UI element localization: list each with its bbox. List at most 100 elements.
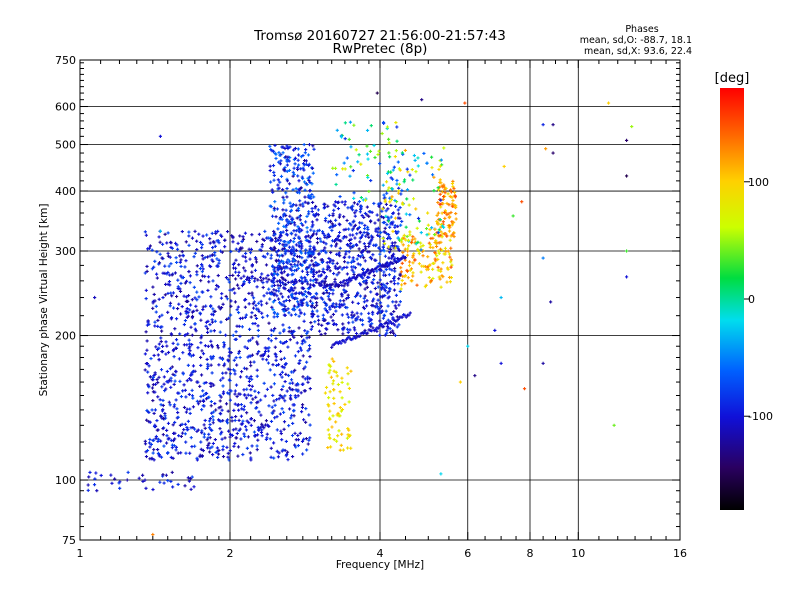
data-point — [170, 365, 174, 369]
data-point — [185, 307, 189, 311]
data-point — [263, 255, 267, 259]
data-point — [211, 453, 215, 457]
data-point — [281, 145, 285, 149]
data-point — [169, 291, 173, 295]
data-point — [308, 285, 312, 290]
data-point — [137, 476, 141, 480]
trace-point — [231, 273, 235, 278]
data-point — [378, 161, 382, 166]
data-point — [430, 166, 434, 170]
data-point — [193, 322, 197, 326]
data-point — [185, 379, 189, 383]
data-point — [322, 240, 326, 244]
data-point — [161, 403, 165, 408]
data-point — [157, 358, 161, 362]
data-point — [143, 478, 147, 482]
data-point — [144, 330, 148, 334]
data-point — [328, 298, 332, 302]
data-point — [242, 432, 246, 436]
data-point — [157, 454, 161, 458]
data-point — [278, 412, 283, 416]
data-point — [176, 285, 180, 289]
data-point — [331, 288, 335, 292]
data-point — [143, 368, 147, 372]
data-point — [313, 256, 317, 260]
data-point — [150, 248, 154, 252]
data-point — [192, 255, 196, 259]
data-point — [340, 380, 344, 385]
data-point — [201, 448, 205, 453]
data-point — [147, 322, 151, 326]
data-point — [199, 341, 203, 345]
data-point — [315, 241, 320, 245]
data-point — [330, 228, 334, 233]
data-point — [195, 308, 199, 312]
data-point — [285, 389, 289, 393]
data-point — [300, 403, 305, 407]
data-point — [251, 336, 255, 340]
data-point — [190, 342, 194, 347]
data-point — [148, 420, 152, 424]
data-point — [260, 245, 264, 249]
data-point — [384, 214, 388, 218]
data-point — [157, 375, 161, 379]
data-point — [299, 251, 303, 255]
trace-point — [382, 325, 386, 329]
data-point — [338, 246, 342, 250]
trace-point — [333, 284, 338, 288]
data-point — [321, 231, 325, 235]
data-point — [228, 432, 233, 437]
data-point — [191, 396, 195, 400]
sparse-point — [624, 138, 629, 142]
data-point — [293, 368, 297, 372]
data-point — [277, 186, 281, 190]
data-point — [289, 329, 293, 333]
chart-title: Tromsø 20160727 21:56:00-21:57:43 — [253, 28, 506, 44]
data-point — [306, 303, 310, 308]
trace-point — [400, 315, 404, 319]
data-point — [311, 171, 315, 175]
data-point — [251, 302, 255, 306]
data-point — [348, 120, 353, 124]
data-point — [190, 298, 194, 302]
data-point — [367, 316, 371, 320]
data-point — [339, 443, 343, 447]
data-point — [256, 334, 260, 338]
data-point — [246, 393, 250, 397]
data-point — [238, 427, 242, 431]
data-point — [327, 292, 332, 296]
data-point — [377, 246, 381, 250]
data-point — [157, 235, 161, 239]
data-point — [361, 323, 365, 327]
data-point — [159, 403, 163, 407]
data-point — [340, 432, 344, 436]
data-point — [333, 264, 337, 268]
data-point — [256, 438, 260, 442]
data-point — [332, 369, 336, 373]
data-point — [280, 247, 284, 251]
data-point — [266, 349, 271, 353]
data-point — [372, 277, 376, 282]
data-point — [307, 178, 311, 183]
data-point — [296, 260, 300, 264]
data-point — [272, 441, 276, 445]
data-point — [406, 170, 410, 174]
data-point — [229, 249, 233, 254]
data-point — [389, 215, 393, 219]
data-point — [180, 276, 184, 280]
data-point — [140, 473, 145, 477]
data-point — [183, 388, 187, 392]
data-point — [306, 330, 310, 334]
data-point — [239, 370, 244, 374]
data-point — [301, 166, 305, 170]
data-point — [213, 250, 217, 255]
data-point — [193, 444, 197, 448]
data-point — [291, 381, 295, 385]
data-point — [273, 200, 277, 204]
data-point — [215, 257, 219, 261]
trace-point — [358, 334, 362, 338]
data-point — [244, 428, 249, 432]
data-point — [156, 451, 161, 455]
data-point — [328, 260, 332, 264]
data-point — [234, 414, 238, 419]
